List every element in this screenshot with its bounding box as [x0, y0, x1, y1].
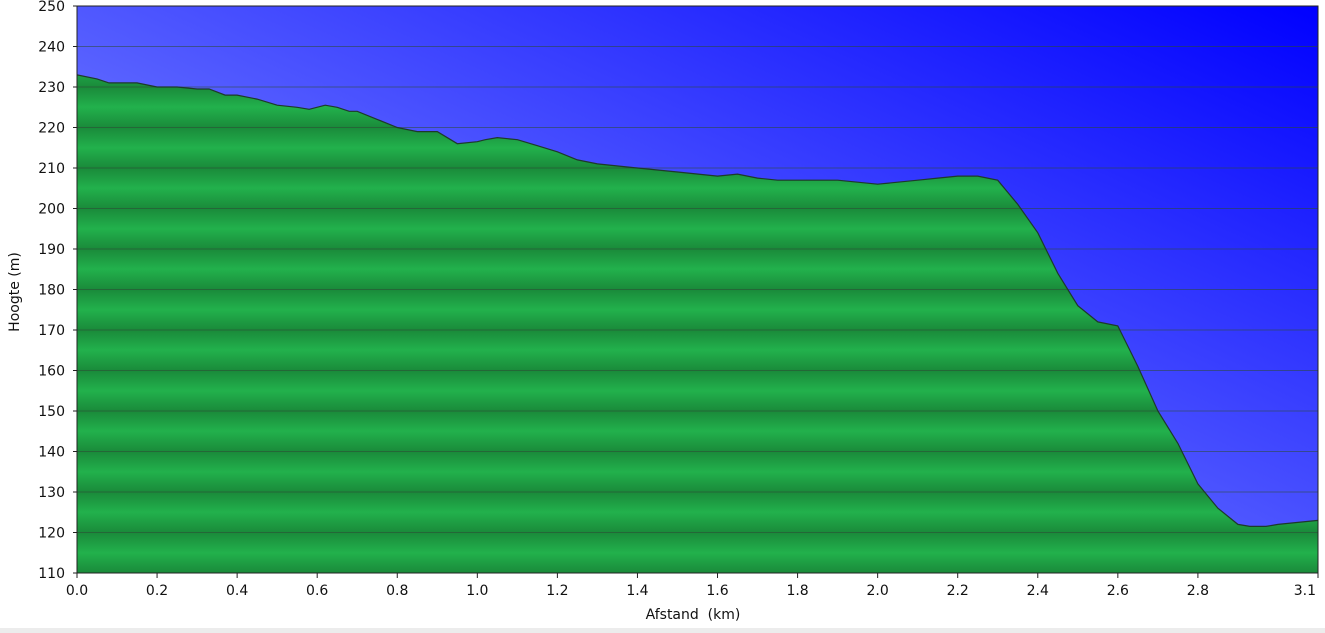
y-tick-label: 210 — [38, 161, 65, 177]
y-tick-label: 250 — [38, 0, 65, 15]
y-tick-label: 190 — [38, 242, 65, 258]
elevation-profile-line — [76, 74, 1319, 527]
terrain-band — [77, 532, 1318, 573]
terrain-band — [77, 492, 1318, 533]
y-tick-label: 140 — [38, 445, 65, 461]
y-tick-label: 120 — [38, 526, 65, 542]
y-tick-label: 180 — [38, 283, 65, 299]
x-axis: 0.0 0.2 0.4 0.6 0.8 1.0 1.2 1.4 1.6 1.8 2.0 2.2 2.4 2… — [66, 573, 1319, 599]
x-tick-label: 0.2 — [146, 583, 168, 599]
x-tick-label: 1.2 — [546, 583, 568, 599]
x-tick-label: 0.0 — [66, 583, 88, 599]
y-tick-label: 200 — [38, 202, 65, 218]
x-tick-label: 3.1 — [1294, 583, 1316, 599]
x-tick-label: 0.8 — [386, 583, 408, 599]
y-tick-label: 220 — [38, 121, 65, 137]
y-tick-label: 160 — [38, 364, 65, 380]
x-tick-label: 0.6 — [306, 583, 328, 599]
terrain-band — [77, 451, 1318, 492]
x-tick-label: 2.8 — [1187, 583, 1209, 599]
x-tick-label: 1.4 — [626, 583, 648, 599]
y-tick-label: 240 — [38, 40, 65, 56]
y-tick-label: 230 — [38, 80, 65, 96]
x-tick-label: 2.0 — [867, 583, 889, 599]
y-tick-label: 110 — [38, 566, 65, 582]
y-tick-label: 150 — [38, 404, 65, 420]
bottom-strip — [0, 628, 1325, 633]
y-tick-label: 170 — [38, 323, 65, 339]
x-tick-label: 2.2 — [947, 583, 969, 599]
x-tick-label: 1.6 — [706, 583, 728, 599]
y-axis-title: Hoogte (m) — [7, 252, 23, 332]
x-tick-label: 1.0 — [466, 583, 488, 599]
x-axis-title: Afstand (km) — [646, 607, 741, 623]
x-tick-label: 0.4 — [226, 583, 248, 599]
x-tick-label: 1.8 — [786, 583, 808, 599]
terrain-band — [77, 370, 1318, 411]
x-tick-label: 2.4 — [1027, 583, 1049, 599]
terrain-band — [77, 330, 1318, 371]
y-axis: 110 120 130 140 150 160 170 180 190 200 210 220 230 2… — [38, 0, 77, 582]
y-tick-label: 130 — [38, 485, 65, 501]
terrain-band — [77, 411, 1318, 452]
gridlines — [77, 46, 1318, 533]
x-tick-label: 2.6 — [1107, 583, 1129, 599]
